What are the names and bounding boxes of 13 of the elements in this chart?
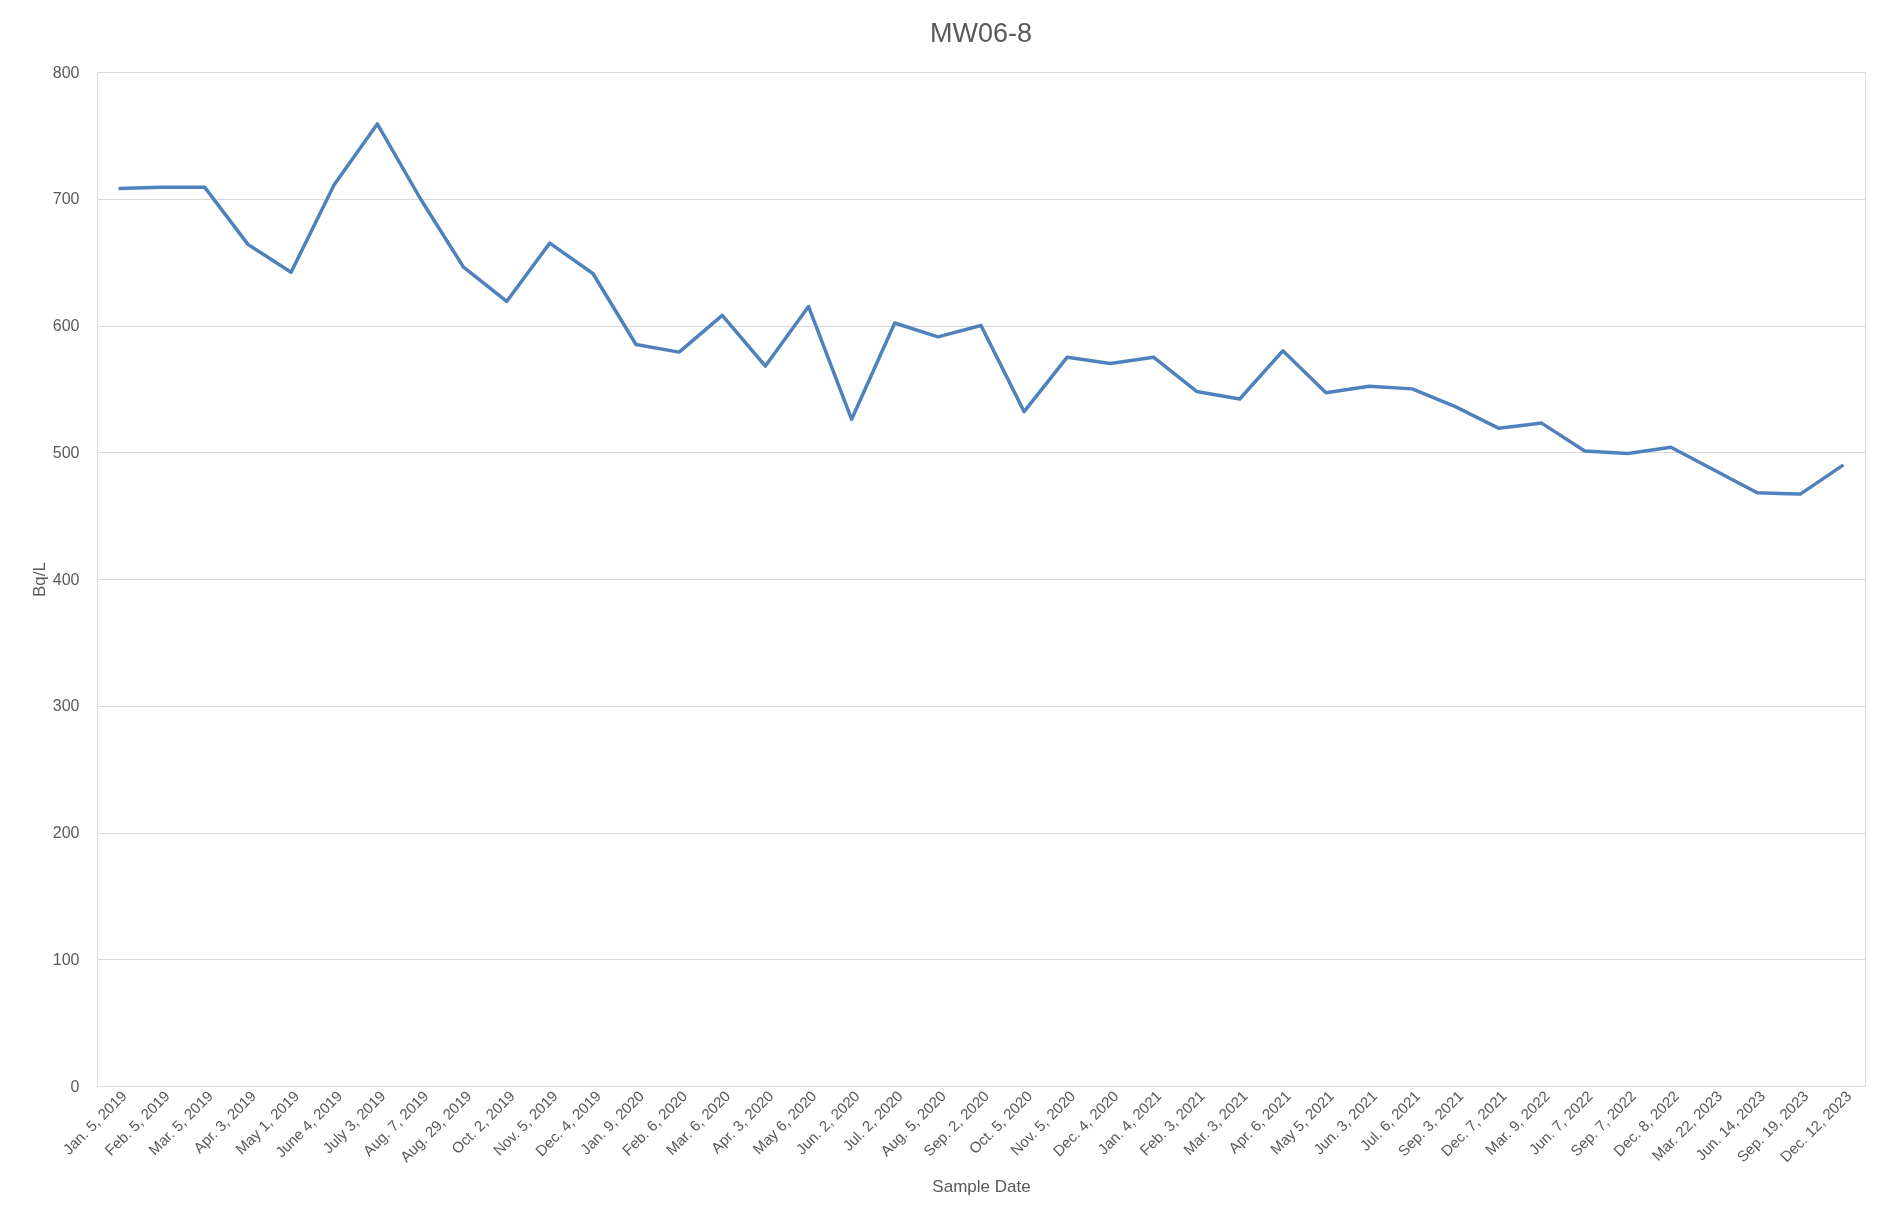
y-tick-label: 600 xyxy=(52,317,80,334)
line-series xyxy=(116,122,1846,496)
y-tick-label: 200 xyxy=(52,824,80,841)
y-tick-label: 100 xyxy=(52,950,80,968)
x-axis-title: Sample Date xyxy=(932,1177,1031,1197)
chart-title: MW06-8 xyxy=(929,18,1033,48)
y-tick-label: 800 xyxy=(52,63,80,81)
y-axis-title: Bq/L xyxy=(29,562,49,597)
y-tick-label: 400 xyxy=(52,570,80,588)
y-tick-label: 0 xyxy=(70,1077,80,1095)
y-tick-label: 500 xyxy=(52,443,80,461)
y-tick-label: 300 xyxy=(52,697,80,715)
y-tick-label: 700 xyxy=(52,190,80,208)
